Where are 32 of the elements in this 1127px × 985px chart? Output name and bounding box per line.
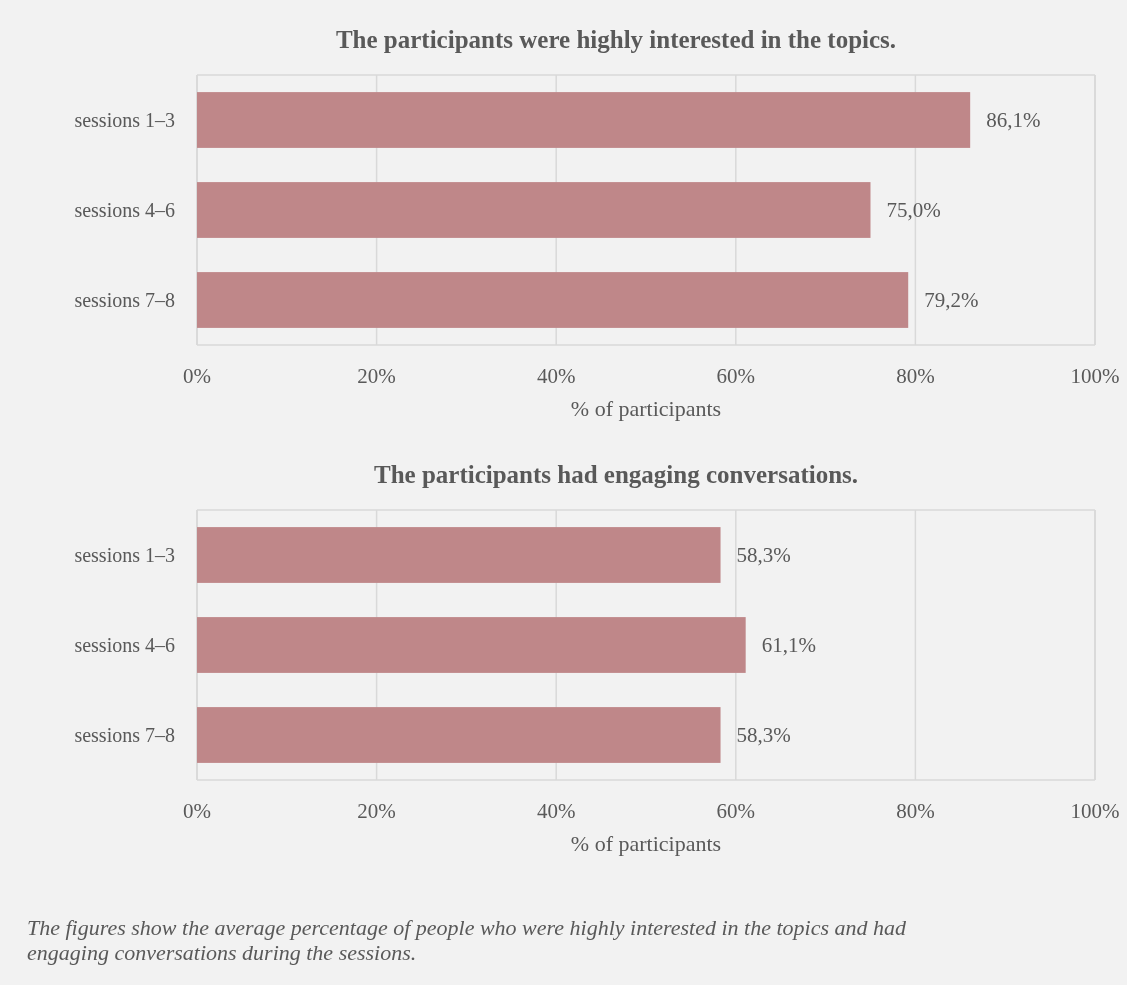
data-label: 79,2% [924, 288, 979, 313]
y-tick-label: sessions 7–8 [74, 289, 175, 311]
chart-title: The participants were highly interested in the topics. [335, 26, 897, 53]
x-tick-label: 0% [183, 799, 211, 823]
x-tick-label: 60% [716, 364, 756, 388]
x-tick-label: 80% [896, 364, 935, 388]
y-tick-label: sessions 4–6 [74, 634, 175, 656]
x-tick-label: 20% [357, 799, 396, 823]
bar [197, 182, 871, 238]
y-tick-label: sessions 4–6 [74, 199, 175, 221]
data-label: 86,1% [986, 108, 1041, 133]
y-tick-label: sessions 1–3 [74, 544, 175, 566]
x-tick-label: 60% [716, 799, 756, 823]
y-tick-label: sessions 7–8 [74, 724, 175, 746]
x-tick-label: 40% [536, 799, 576, 823]
x-axis-title: % of participants [570, 396, 722, 421]
data-label: 58,3% [736, 543, 791, 568]
data-label: 58,3% [736, 723, 791, 748]
text: The figures show the average percentage of people who were highly interested in the topics and had engaging conversations during the sessions. [27, 915, 908, 965]
x-tick-label: 40% [536, 364, 576, 388]
x-tick-label: 0% [183, 364, 211, 388]
data-label: 61,1% [761, 633, 816, 658]
x-axis-title: % of participants [570, 831, 722, 856]
bar [197, 92, 971, 148]
x-tick-label: 20% [357, 364, 396, 388]
x-tick-label: 100% [1070, 799, 1120, 823]
bar [197, 272, 909, 328]
chart-title: The participants had engaging conversations. [373, 461, 859, 488]
x-tick-label: 80% [896, 799, 935, 823]
x-tick-label: 100% [1070, 364, 1120, 388]
data-label: 75,0% [886, 198, 941, 223]
y-tick-label: sessions 1–3 [74, 109, 175, 131]
